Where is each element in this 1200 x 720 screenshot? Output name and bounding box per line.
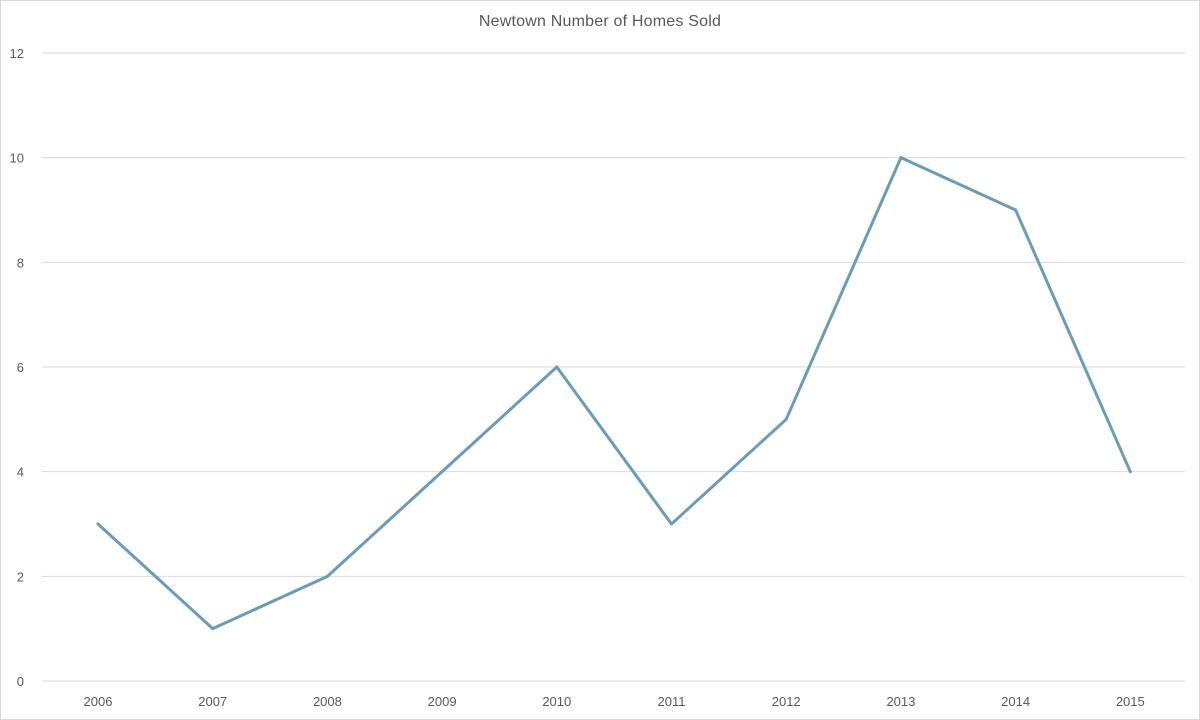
x-tick-label-2010: 2010 (542, 694, 571, 709)
series-layer (96, 156, 1132, 631)
y-tick-label-8: 8 (17, 255, 24, 270)
x-tick-label-2014: 2014 (1001, 694, 1030, 709)
y-tick-label-6: 6 (17, 360, 24, 375)
x-tick-label-2007: 2007 (198, 694, 227, 709)
data-point-2012 (784, 417, 788, 421)
data-point-2014 (1014, 208, 1018, 212)
data-point-2008 (325, 574, 329, 578)
y-axis: 0 2 4 6 8 10 12 (10, 46, 24, 689)
y-tick-label-0: 0 (17, 674, 24, 689)
x-tick-label-2006: 2006 (84, 694, 113, 709)
data-point-2013 (899, 156, 903, 160)
y-tick-label-10: 10 (10, 151, 24, 166)
x-tick-label-2013: 2013 (886, 694, 915, 709)
y-tick-label-12: 12 (10, 46, 24, 61)
x-tick-label-2008: 2008 (313, 694, 342, 709)
chart-title: Newtown Number of Homes Sold (478, 13, 722, 30)
data-point-2006 (96, 522, 100, 526)
y-tick-label-4: 4 (17, 465, 24, 480)
data-point-2015 (1128, 470, 1132, 474)
x-tick-label-2009: 2009 (428, 694, 457, 709)
x-tick-label-2015: 2015 (1116, 694, 1145, 709)
y-tick-label-2: 2 (17, 569, 24, 584)
data-point-2009 (440, 470, 444, 474)
series-line-0 (96, 156, 1132, 631)
x-axis: 2006 2007 2008 2009 2010 2011 2012 2013 2014 2015 (84, 694, 1145, 709)
data-point-2007 (211, 627, 215, 631)
x-tick-label-2011: 2011 (658, 694, 686, 709)
data-point-2010 (555, 365, 559, 369)
gridlines (42, 52, 1185, 682)
data-point-2011 (670, 522, 673, 526)
x-tick-label-2012: 2012 (772, 694, 801, 709)
